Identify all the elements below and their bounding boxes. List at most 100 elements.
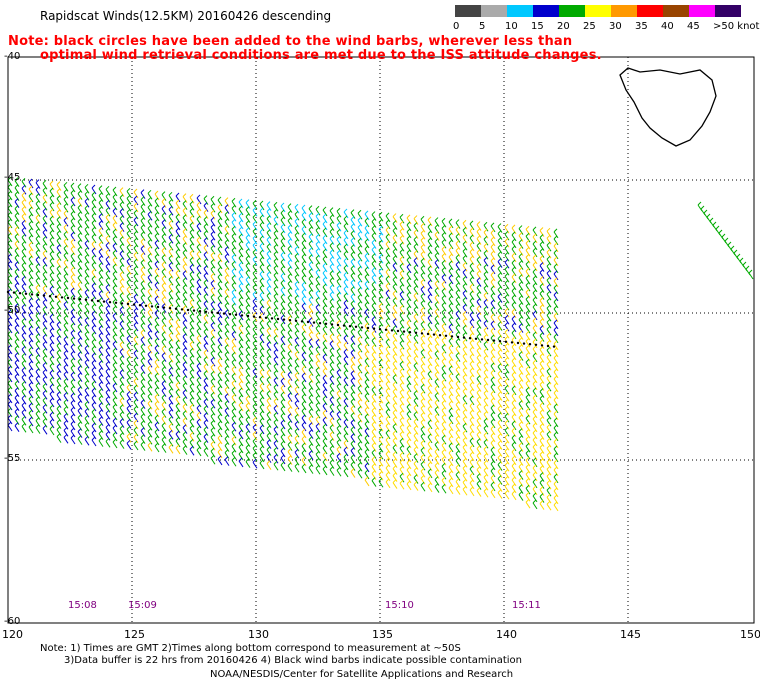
wind-barb bbox=[112, 361, 118, 372]
wind-barb bbox=[413, 481, 419, 491]
wind-barb bbox=[301, 267, 307, 278]
wind-barb bbox=[448, 295, 454, 306]
wind-barb bbox=[70, 385, 76, 396]
wind-barb bbox=[266, 320, 272, 330]
wind-barb bbox=[336, 326, 342, 337]
wind-barb bbox=[455, 303, 461, 313]
wind-barb bbox=[420, 327, 426, 338]
wind-barb bbox=[287, 357, 293, 367]
wind-barb bbox=[98, 311, 104, 321]
wind-barb bbox=[91, 282, 97, 293]
wind-barb bbox=[308, 219, 314, 229]
wind-barb bbox=[154, 372, 160, 383]
wind-barb bbox=[518, 330, 524, 340]
wind-barb bbox=[483, 263, 489, 274]
legend-label: 10 bbox=[505, 21, 518, 32]
wind-barb bbox=[189, 417, 195, 428]
wind-barb bbox=[336, 368, 342, 379]
wind-barb bbox=[371, 274, 377, 284]
wind-barb bbox=[329, 242, 335, 252]
wind-barb bbox=[504, 230, 510, 241]
wind-barb bbox=[329, 347, 335, 357]
wind-barb bbox=[14, 401, 20, 411]
wind-barb bbox=[406, 473, 412, 484]
wind-barb bbox=[420, 418, 426, 429]
wind-barb bbox=[350, 433, 356, 443]
wind-barb bbox=[294, 378, 300, 389]
wind-barb bbox=[252, 290, 258, 301]
wind-barb bbox=[483, 354, 489, 365]
contamination-marker bbox=[510, 341, 514, 344]
wind-barb bbox=[238, 324, 244, 335]
wind-barb bbox=[161, 303, 167, 313]
wind-barb bbox=[441, 357, 447, 368]
wind-barb bbox=[133, 202, 139, 213]
wind-barb bbox=[280, 342, 286, 353]
wind-barb bbox=[84, 344, 90, 355]
wind-barb bbox=[140, 343, 146, 353]
wind-barb bbox=[217, 266, 223, 277]
wind-barb bbox=[322, 437, 328, 448]
wind-barb bbox=[427, 216, 433, 227]
wind-barb bbox=[483, 382, 489, 393]
wind-barb bbox=[385, 219, 391, 230]
wind-barb bbox=[420, 390, 426, 401]
wind-barb bbox=[476, 235, 482, 245]
wind-barb bbox=[28, 332, 34, 343]
wind-barb bbox=[14, 296, 20, 306]
wind-barb bbox=[420, 285, 426, 296]
wind-barb bbox=[28, 241, 34, 252]
wind-barb bbox=[91, 310, 97, 321]
wind-barb bbox=[455, 478, 461, 488]
wind-barb bbox=[196, 397, 202, 408]
wind-barb bbox=[210, 321, 216, 332]
wind-barb bbox=[105, 374, 111, 385]
wind-barb bbox=[406, 284, 412, 295]
wind-barb bbox=[210, 223, 216, 234]
wind-barb bbox=[546, 283, 552, 294]
wind-barb bbox=[469, 423, 475, 434]
wind-barb bbox=[546, 255, 552, 266]
wind-barb bbox=[539, 318, 545, 328]
wind-barb bbox=[343, 250, 349, 261]
wind-barb bbox=[231, 260, 237, 271]
wind-barb bbox=[175, 297, 181, 308]
wind-barb bbox=[126, 257, 132, 268]
wind-barb bbox=[196, 201, 202, 212]
wind-barb bbox=[56, 342, 62, 352]
wind-barb bbox=[154, 323, 160, 334]
contamination-marker bbox=[156, 305, 160, 309]
wind-barb bbox=[196, 313, 202, 324]
wind-barb bbox=[252, 255, 258, 266]
wind-barb bbox=[469, 437, 475, 448]
contamination-marker bbox=[492, 339, 496, 342]
wind-barb bbox=[385, 331, 391, 342]
wind-barb bbox=[14, 240, 20, 250]
wind-barb bbox=[385, 422, 391, 433]
wind-barb bbox=[77, 225, 83, 235]
wind-barb bbox=[490, 236, 496, 247]
wind-barb bbox=[497, 342, 503, 352]
wind-barb bbox=[259, 305, 265, 316]
wind-barb bbox=[525, 351, 531, 362]
wind-barb bbox=[91, 247, 97, 258]
wind-barb bbox=[266, 460, 272, 470]
wind-barb bbox=[105, 276, 111, 287]
wind-barb bbox=[469, 290, 475, 301]
wind-barb bbox=[406, 368, 412, 379]
wind-barb bbox=[308, 240, 314, 250]
wind-barb bbox=[28, 318, 34, 329]
wind-barb bbox=[420, 299, 426, 310]
wind-barb bbox=[553, 256, 559, 267]
wind-barb bbox=[252, 458, 258, 469]
wind-barb bbox=[154, 421, 160, 432]
wind-barb bbox=[91, 345, 97, 356]
wind-barb bbox=[350, 286, 356, 296]
wind-barb bbox=[42, 361, 48, 372]
wind-barb bbox=[315, 338, 321, 349]
wind-barb bbox=[217, 427, 223, 438]
wind-barb bbox=[301, 379, 307, 390]
wind-barb bbox=[455, 275, 461, 285]
wind-barb bbox=[350, 412, 356, 422]
wind-barb bbox=[539, 325, 545, 335]
